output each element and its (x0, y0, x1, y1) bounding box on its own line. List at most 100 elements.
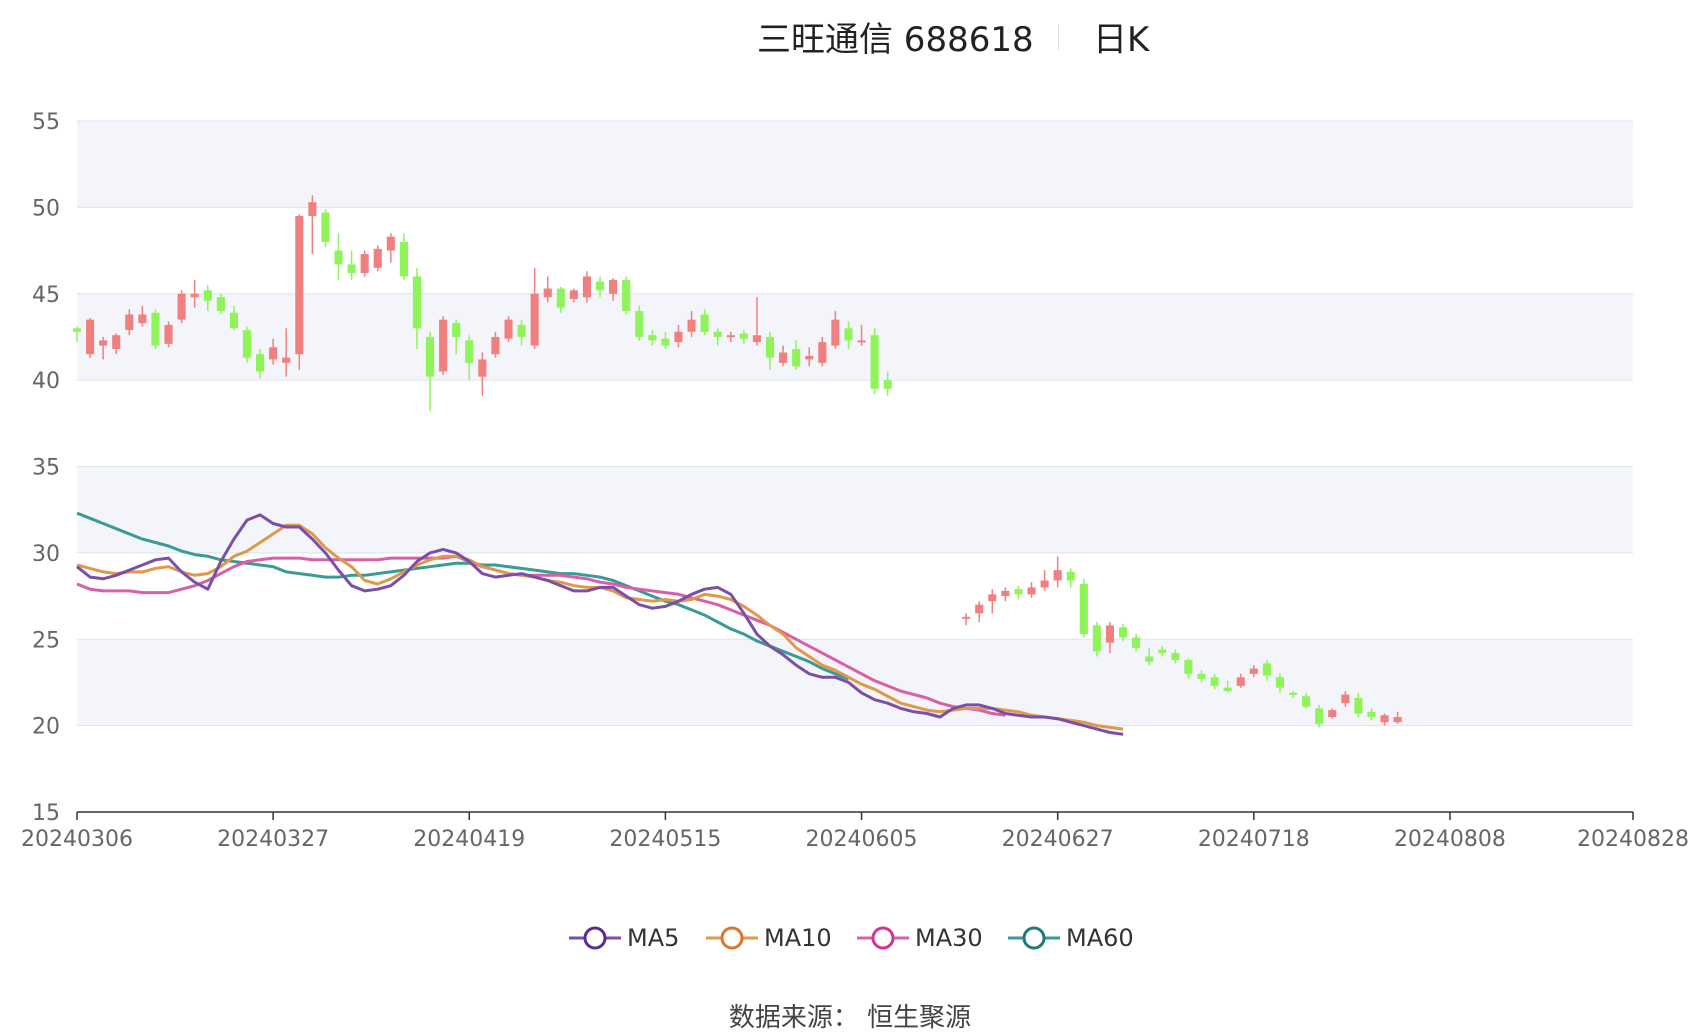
candle-body (373, 248, 382, 268)
candle-body (582, 276, 592, 298)
y-tick-label: 25 (32, 628, 60, 653)
candle-body (687, 319, 696, 332)
candle-body (72, 328, 82, 332)
candle-body (988, 594, 997, 602)
candle-body (321, 212, 330, 242)
candle-body (164, 324, 173, 344)
y-tick-label: 50 (32, 196, 60, 221)
candle-body (870, 335, 879, 389)
x-tick-label: 20240515 (609, 827, 721, 852)
x-tick-label: 20240327 (217, 827, 329, 852)
candle-body (517, 324, 526, 337)
candle-body (1053, 570, 1062, 581)
candle-body (1079, 583, 1088, 635)
candle-body (1302, 696, 1311, 707)
candle-body (282, 357, 291, 363)
candle-body (99, 340, 108, 346)
x-tick-label: 20240828 (1577, 827, 1689, 852)
ma30-line (76, 554, 1006, 717)
legend-ma10-icon (706, 926, 758, 950)
legend-ma30-icon (857, 926, 909, 950)
candle-body (648, 335, 657, 341)
candle-body (151, 312, 160, 346)
candle-body (752, 335, 761, 343)
candle-body (295, 216, 304, 355)
legend-label-ma30: MA30 (915, 924, 983, 952)
x-tick-label: 20240808 (1394, 827, 1506, 852)
candle-body (805, 355, 814, 360)
x-tick-label: 20240627 (1002, 827, 1114, 852)
legend-label-ma60: MA60 (1066, 924, 1134, 952)
ma5-line (76, 513, 1124, 736)
candle-body (857, 340, 866, 343)
candle-body (1210, 677, 1219, 686)
candle-body (439, 319, 448, 372)
y-tick-label: 40 (32, 369, 60, 394)
x-tick-label: 20240419 (413, 827, 525, 852)
legend-item-ma5[interactable]: MA5 (569, 918, 679, 958)
candle-body (595, 281, 605, 291)
candle-body (1367, 711, 1376, 717)
candle-body (1001, 590, 1010, 597)
candle-body (1315, 708, 1324, 724)
candle-body (713, 331, 722, 337)
candle-body (203, 290, 212, 301)
legend-label-ma5: MA5 (627, 924, 680, 952)
x-tick-label: 20240718 (1198, 827, 1310, 852)
candle-body (1066, 571, 1075, 581)
candle-body (962, 616, 971, 619)
candle-body (177, 293, 186, 320)
ma60-line (76, 511, 850, 681)
candle-body (1288, 692, 1298, 695)
candle-body (1105, 625, 1115, 643)
legend-ma5-icon (569, 926, 621, 950)
legend-item-ma10[interactable]: MA10 (706, 918, 832, 958)
candle-body (1223, 687, 1232, 692)
legend-ma60-icon (1008, 926, 1060, 950)
candle-body (1236, 677, 1245, 686)
candle-body (190, 293, 199, 298)
candle-body (635, 311, 644, 337)
candle-body (543, 288, 552, 298)
candle-body (138, 314, 147, 324)
candle-body (726, 335, 735, 338)
candle-body (1262, 663, 1271, 676)
candle-body (242, 330, 252, 358)
candle-body (1158, 649, 1167, 654)
candle-body (818, 342, 827, 363)
candle-body (1118, 627, 1128, 638)
candle-body (347, 264, 356, 274)
candle-body (975, 604, 984, 614)
plot-band (77, 293, 1633, 381)
candle-body (1027, 587, 1036, 595)
y-tick-label: 55 (32, 110, 60, 135)
plot-band (77, 466, 1633, 553)
data-source-note: 数据来源： 恒生聚源 (728, 1003, 972, 1033)
candle-body (622, 279, 631, 312)
candle-body (1184, 659, 1193, 674)
candle-body (1328, 710, 1337, 717)
candle-body (308, 202, 317, 217)
candle-body (465, 340, 474, 363)
candle-body (844, 328, 853, 341)
candle-body (112, 335, 121, 350)
y-tick-label: 35 (32, 456, 60, 481)
candle-body (229, 312, 238, 329)
candle-body (765, 336, 775, 358)
candle-body (569, 290, 578, 299)
legend-item-ma30[interactable]: MA30 (857, 918, 983, 958)
candle-body (1040, 580, 1049, 588)
y-tick-label: 15 (32, 801, 60, 826)
candle-body (452, 323, 461, 337)
candle-body (334, 250, 343, 265)
candle-body (478, 359, 487, 377)
candle-body (609, 279, 618, 294)
legend-item-ma60[interactable]: MA60 (1008, 918, 1134, 958)
y-tick-label: 20 (32, 715, 60, 740)
candle-body (125, 314, 134, 331)
candle-body (425, 336, 435, 377)
candle-body (1014, 589, 1023, 595)
candle-body (1275, 677, 1285, 688)
candle-body (1393, 716, 1402, 723)
candle-body (386, 236, 395, 251)
